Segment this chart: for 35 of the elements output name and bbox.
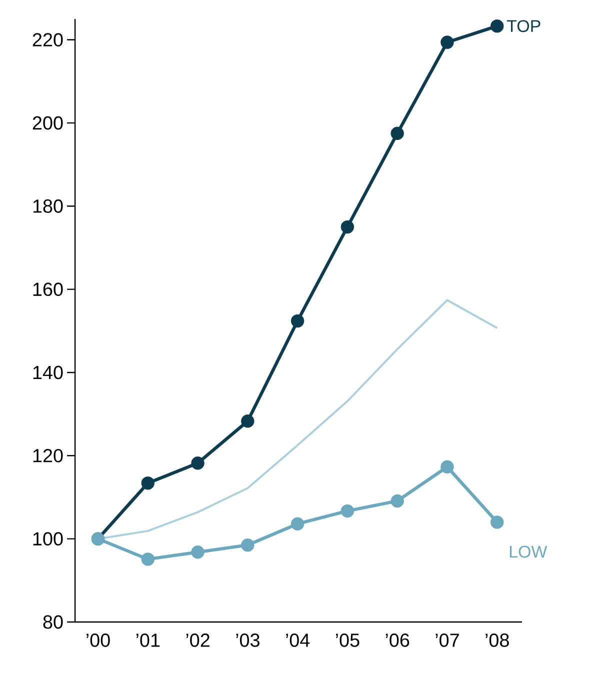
point [141, 476, 154, 490]
point [141, 552, 154, 566]
x-tick-label: ’00 [86, 634, 110, 647]
x-tick-label: ’02 [186, 634, 210, 647]
point [440, 460, 454, 474]
y-tick-label: 80 [43, 615, 63, 629]
y-tick-label: 180 [33, 199, 63, 213]
x-tick-label: ’07 [436, 634, 459, 647]
point [290, 517, 304, 530]
point [241, 538, 254, 552]
x-tick-label: ’04 [286, 634, 310, 647]
point [440, 36, 454, 49]
x-tick-label: ’05 [336, 634, 360, 647]
point [490, 19, 504, 33]
point [340, 504, 354, 518]
y-tick-label: 220 [32, 33, 63, 46]
x-tick-label: ’01 [136, 634, 160, 647]
x-tick-label: ’08 [486, 634, 509, 647]
point [241, 414, 254, 428]
y-tick-label: 200 [32, 116, 63, 130]
y-tick-label: 140 [33, 366, 63, 380]
y-tick-label: 100 [33, 532, 63, 546]
y-tick-label: 120 [33, 448, 63, 462]
y-tick-label: 160 [33, 282, 63, 296]
point [191, 546, 204, 559]
point [191, 456, 204, 470]
x-tick-label: ’06 [386, 634, 410, 647]
point [390, 126, 404, 140]
point [390, 494, 404, 508]
point [490, 516, 504, 529]
x-tick-label: ’03 [236, 634, 260, 647]
point [340, 220, 354, 234]
series-label: TOP [507, 20, 540, 32]
point [290, 314, 304, 328]
series-label: LOW [510, 546, 548, 558]
